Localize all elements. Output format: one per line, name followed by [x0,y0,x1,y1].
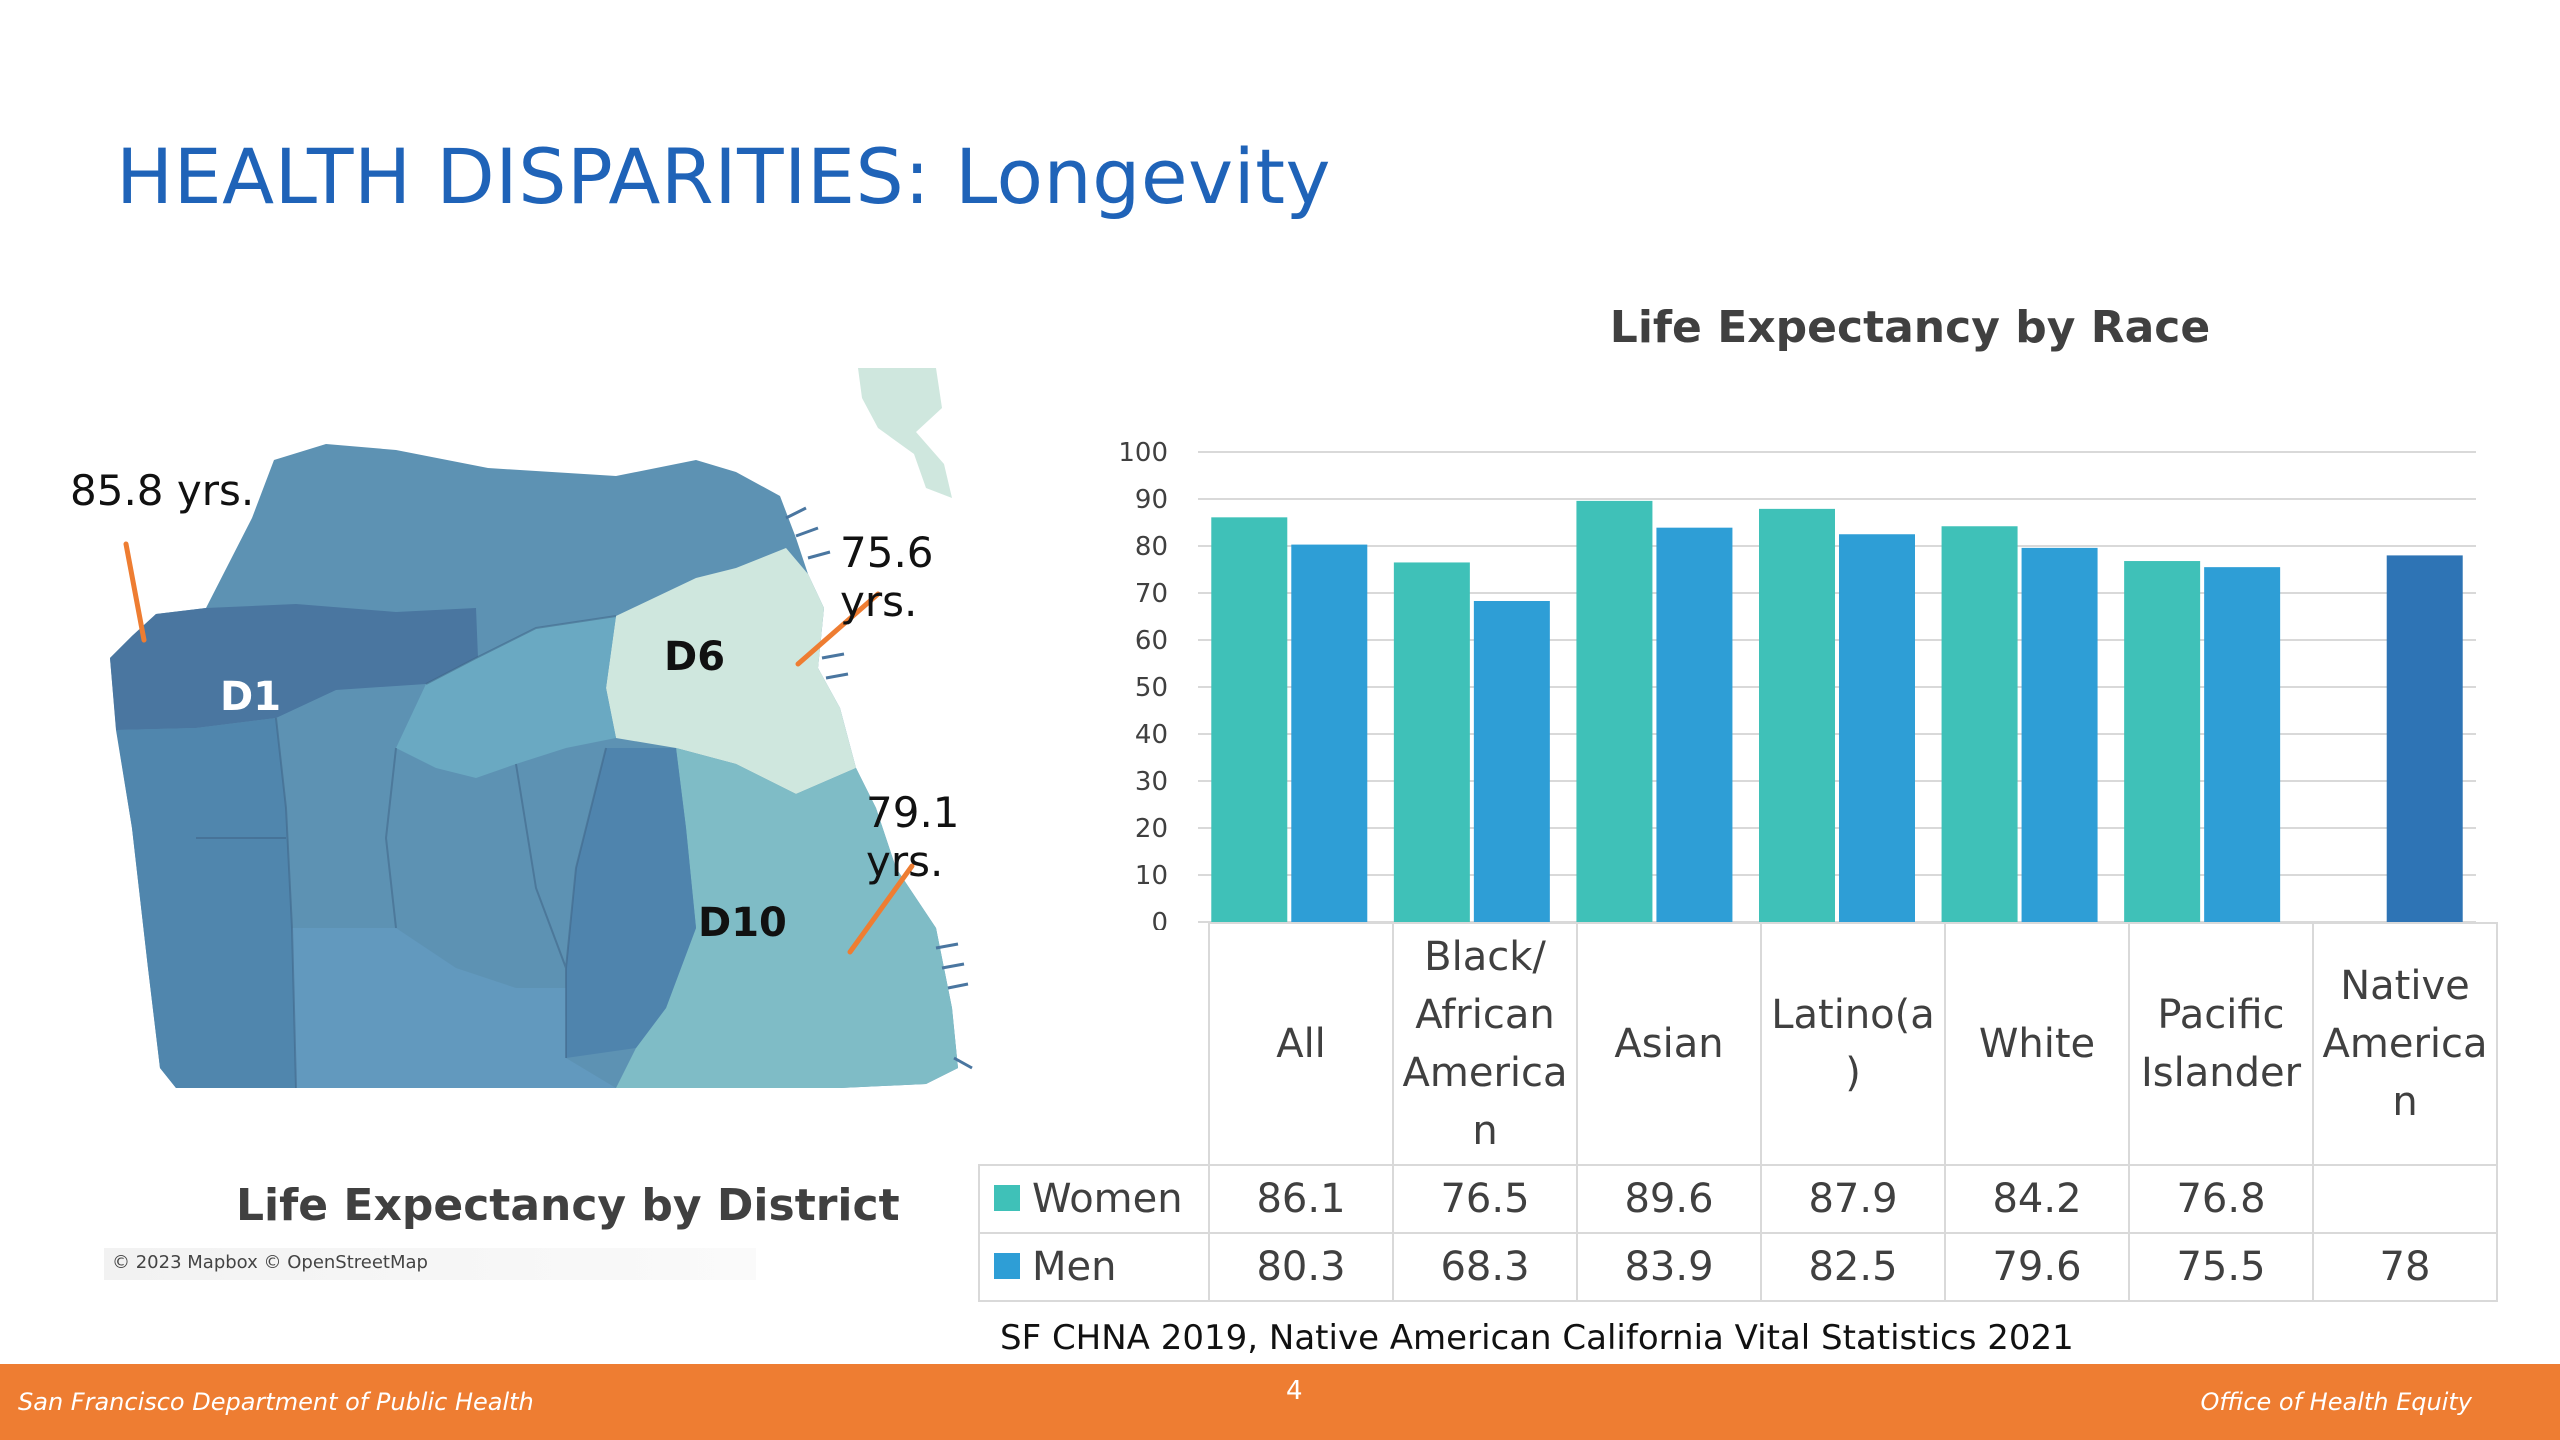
chart-data-table: All Black/ African America n Asian Latin… [978,922,2498,1302]
category-label-black: Black/ African America n [1392,922,1578,1166]
table-cell-women: 86.1 [1208,1164,1394,1234]
map-caption: Life Expectancy by District [236,1180,900,1231]
district-d10-shape [616,748,958,1088]
legend-women-label: Women [1032,1176,1183,1222]
legend-men: Men [978,1232,1210,1302]
table-cell-men: 79.6 [1944,1232,2130,1302]
bar-women [1576,500,1653,922]
bar-women [1941,526,2018,922]
district-southwest-shape [292,928,616,1088]
legend-men-label: Men [1032,1244,1117,1290]
table-cell-men: 78 [2312,1232,2498,1302]
district-d1-shape [110,604,478,730]
table-cell-women: 87.9 [1760,1164,1946,1234]
callout-d1: 85.8 yrs. [70,466,255,515]
y-tick-label: 70 [1135,579,1168,609]
source-note: SF CHNA 2019, Native American California… [1000,1318,2074,1358]
district-label-d6: D6 [664,634,726,680]
table-cell-men: 82.5 [1760,1232,1946,1302]
bar-men [2021,547,2098,922]
table-cell-men: 80.3 [1208,1232,1394,1302]
category-label-pacific: Pacific Islander [2128,922,2314,1166]
y-tick-label: 40 [1135,720,1168,750]
table-cell-men: 83.9 [1576,1232,1762,1302]
y-tick-label: 100 [1118,438,1168,468]
table-cell-men: 68.3 [1392,1232,1578,1302]
table-cell-women: 89.6 [1576,1164,1762,1234]
district-map-panel: 85.8 yrs. 75.6 yrs. 79.1 yrs. D1 D6 D10 [70,368,984,1278]
map-attribution: © 2023 Mapbox © OpenStreetMap [104,1248,756,1280]
category-label-native: Native America n [2312,922,2498,1166]
y-tick-label: 60 [1135,626,1168,656]
footer-office: Office of Health Equity [2200,1388,2472,1416]
y-tick-label: 80 [1135,532,1168,562]
bar-men [1473,600,1550,922]
category-label-white: White [1944,922,2130,1166]
y-tick-label: 90 [1135,485,1168,515]
slide-title: HEALTH DISPARITIES: Longevity [116,132,1332,221]
district-map [96,368,984,1168]
y-tick-label: 50 [1135,673,1168,703]
legend-men-swatch [994,1253,1020,1279]
bar-women [2124,561,2201,922]
callout-d6: 75.6 yrs. [840,528,934,626]
y-tick-label: 30 [1135,767,1168,797]
callout-line-d10 [847,863,915,955]
y-tick-label: 10 [1135,861,1168,891]
district-d6-shape [606,548,856,794]
bar-men [1656,527,1733,922]
callout-line-d1 [123,541,147,643]
bar-men [2204,567,2281,922]
bar-women [1211,517,1288,922]
district-central-shape [396,616,616,778]
chart-title: Life Expectancy by Race [1609,302,2211,353]
footer-bar: San Francisco Department of Public Healt… [0,1364,2560,1440]
callout-d10: 79.1 yrs. [866,788,960,886]
category-label-all: All [1208,922,1394,1166]
callout-line-d6 [795,591,881,667]
legend-women: Women [978,1164,1210,1234]
footer-organization: San Francisco Department of Public Healt… [18,1388,534,1416]
bar-women [1759,508,1835,922]
category-label-latino: Latino(a ) [1760,922,1946,1166]
table-cell-women [2312,1164,2498,1234]
bar-men [1291,544,1368,922]
legend-women-swatch [994,1185,1020,1211]
bar-men [2386,555,2463,922]
table-cell-women: 76.5 [1392,1164,1578,1234]
district-mid-shape [566,748,696,1058]
table-cell-women: 76.8 [2128,1164,2314,1234]
north-land-shape [858,368,952,498]
category-label-asian: Asian [1576,922,1762,1166]
district-sunset-shape [116,718,296,1088]
bar-men [1839,534,1915,922]
district-label-d10: D10 [698,900,787,946]
page-number: 4 [1286,1376,1303,1406]
y-tick-label: 20 [1135,814,1168,844]
table-cell-women: 84.2 [1944,1164,2130,1234]
bar-women [1393,562,1470,922]
table-cell-men: 75.5 [2128,1232,2314,1302]
district-label-d1: D1 [220,674,282,720]
